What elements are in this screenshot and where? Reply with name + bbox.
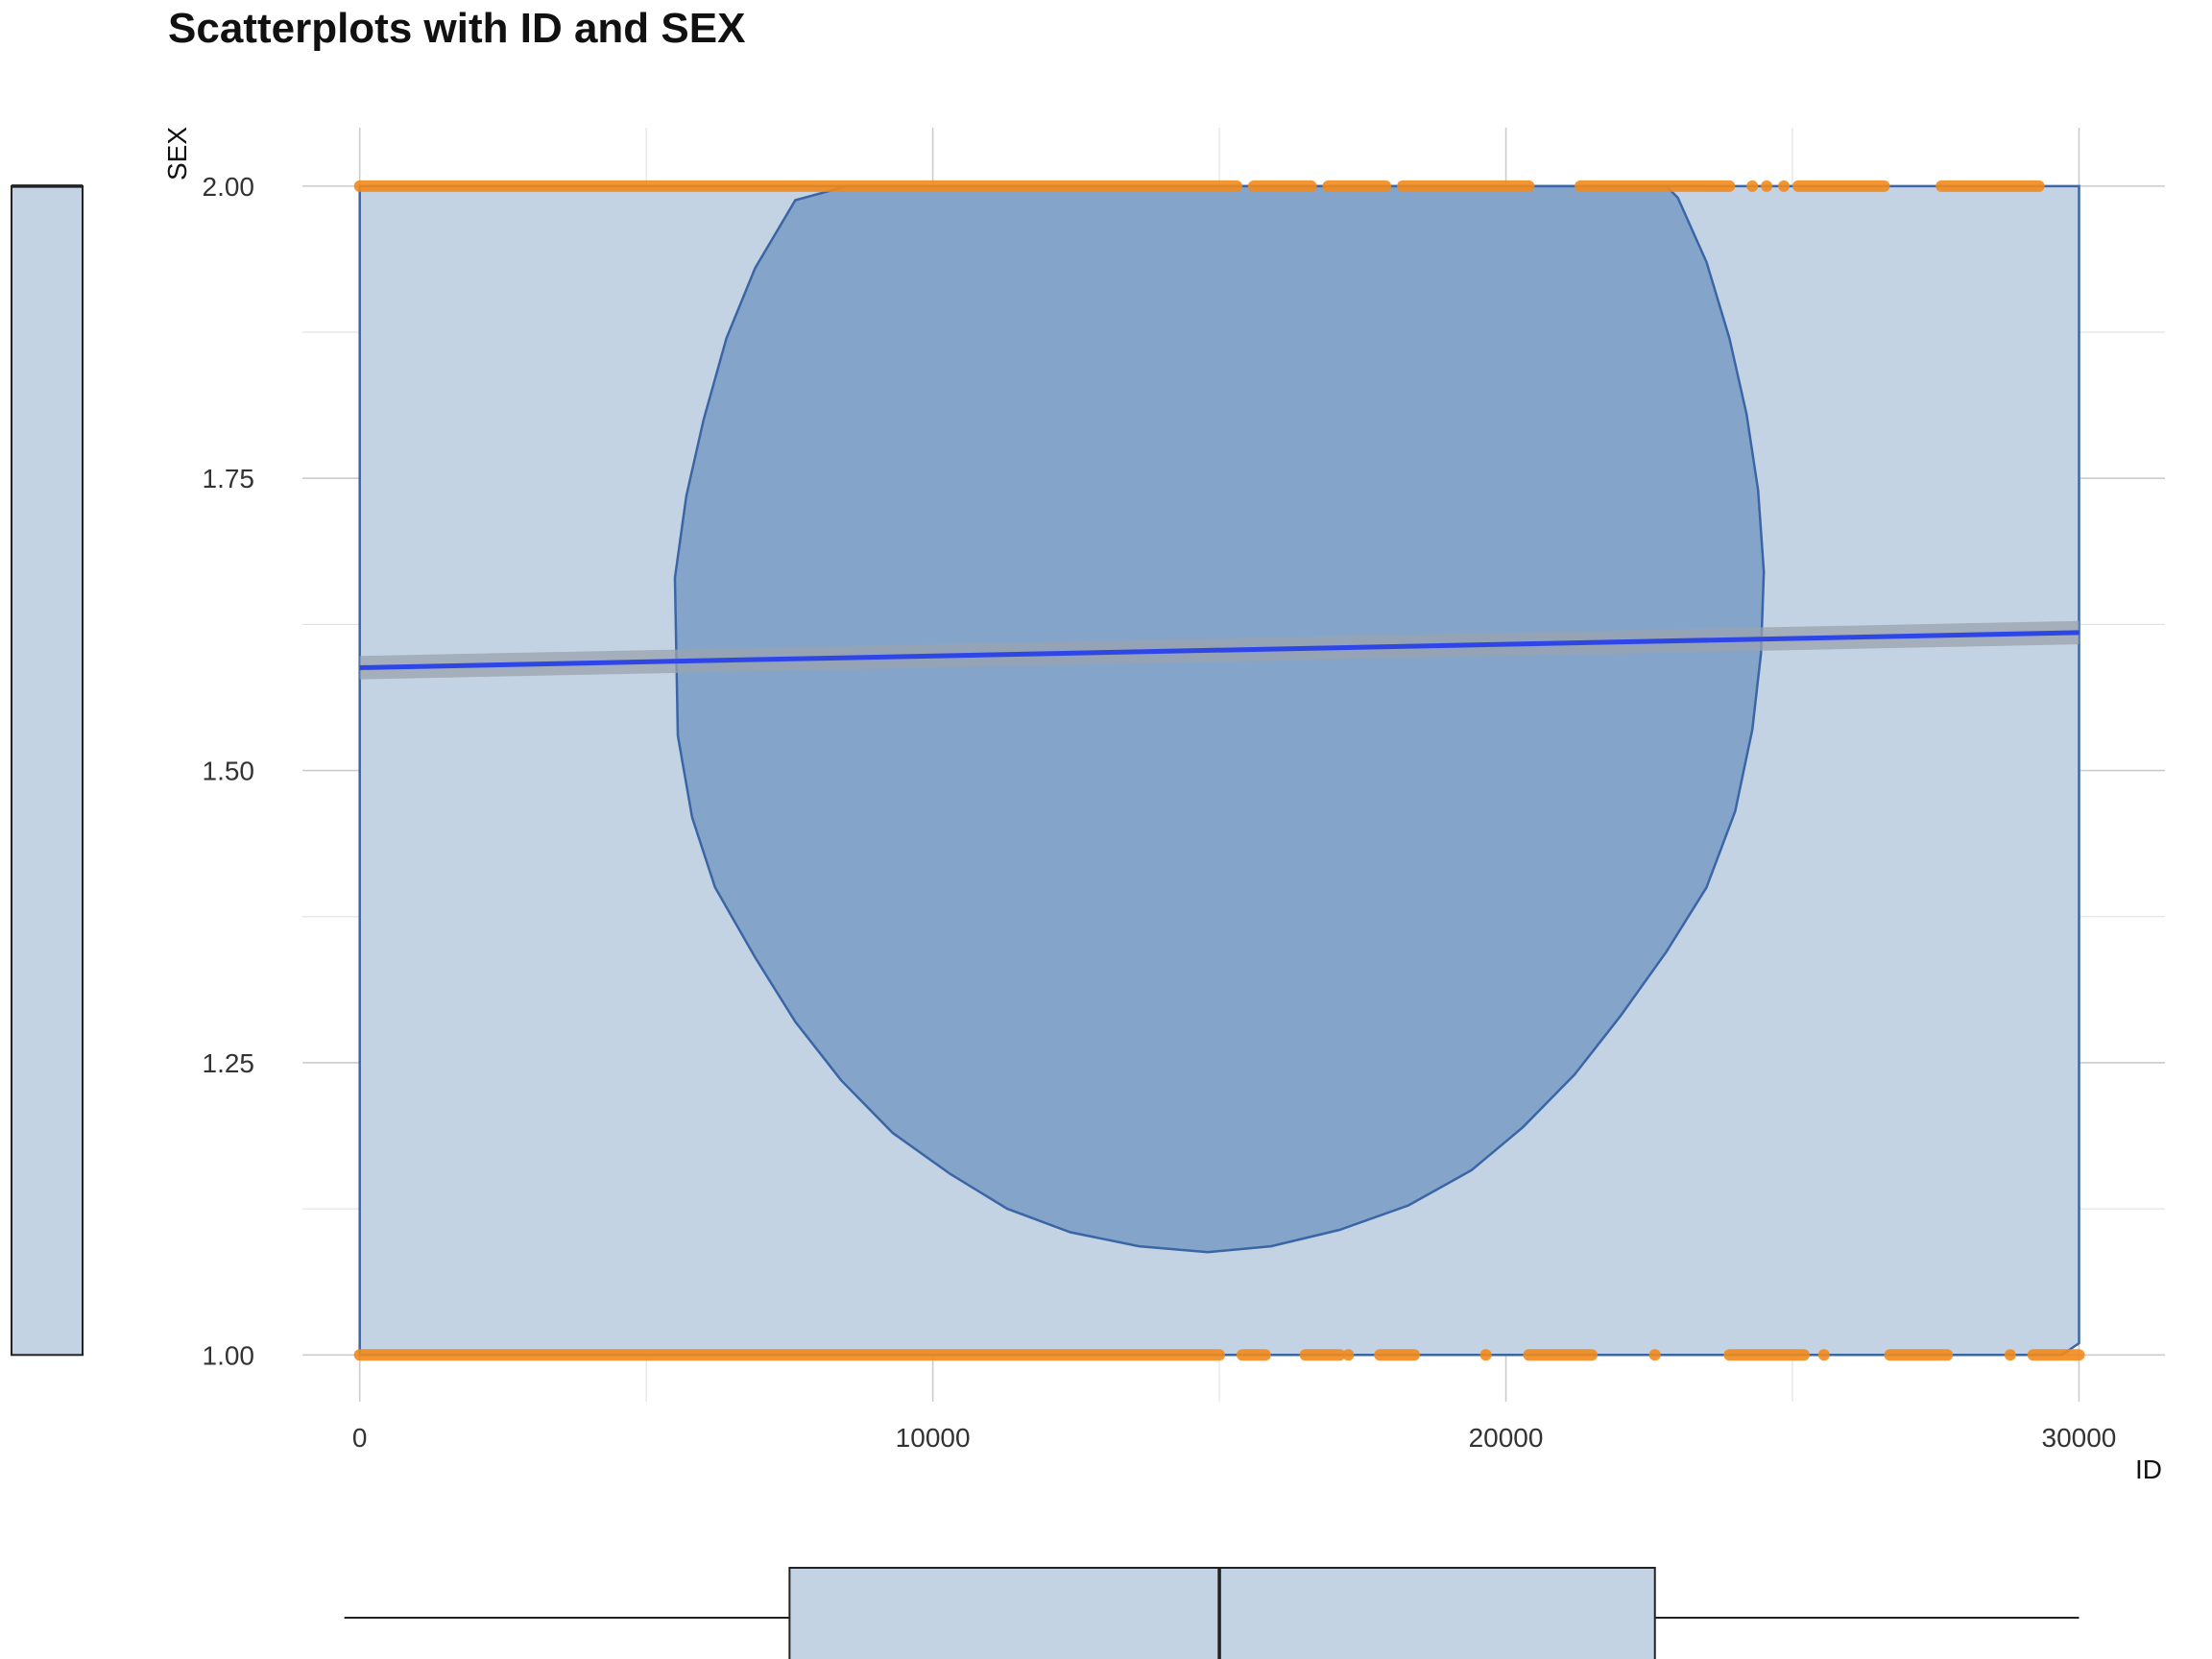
y-tick-label: 1.25 xyxy=(203,1048,255,1078)
sex-2-point xyxy=(1746,180,1759,192)
sex-1-point xyxy=(1648,1349,1661,1361)
y-axis-label: SEX xyxy=(162,127,192,180)
x-tick-label: 30000 xyxy=(2042,1423,2117,1453)
sex-1-point xyxy=(2004,1349,2016,1361)
axis-labels: 0 10000 20000 30000 1.00 1.25 1.50 1.75 2.00 xyxy=(203,172,2117,1453)
y-boxplot-box xyxy=(11,184,84,1357)
y-tick-label: 1.75 xyxy=(203,464,255,493)
x-axis-label: ID xyxy=(2135,1455,2162,1484)
density-layer xyxy=(358,184,2080,1357)
x-tick-label: 0 xyxy=(352,1423,368,1453)
chart-title: Scatterplots with ID and SEX xyxy=(168,5,745,52)
regression-line xyxy=(359,630,2080,670)
sex-1-point xyxy=(1479,1349,1492,1361)
x-boxplot-box xyxy=(788,1567,1656,1659)
y-tick-label: 1.50 xyxy=(203,757,255,786)
x-tick-label: 20000 xyxy=(1469,1423,1544,1453)
points-layer xyxy=(353,180,2085,1361)
fit-line-layer xyxy=(359,630,2080,670)
sex-2-point xyxy=(1761,180,1773,192)
y-tick-label: 2.00 xyxy=(203,172,255,202)
y-boxplot xyxy=(11,184,84,1357)
sex-1-point xyxy=(1817,1349,1830,1361)
sex-2-point xyxy=(1778,180,1791,192)
x-boxplot xyxy=(344,1567,2080,1659)
y-tick-label: 1.00 xyxy=(203,1340,255,1370)
sex-1-point xyxy=(1342,1349,1355,1361)
x-tick-label: 10000 xyxy=(896,1423,971,1453)
